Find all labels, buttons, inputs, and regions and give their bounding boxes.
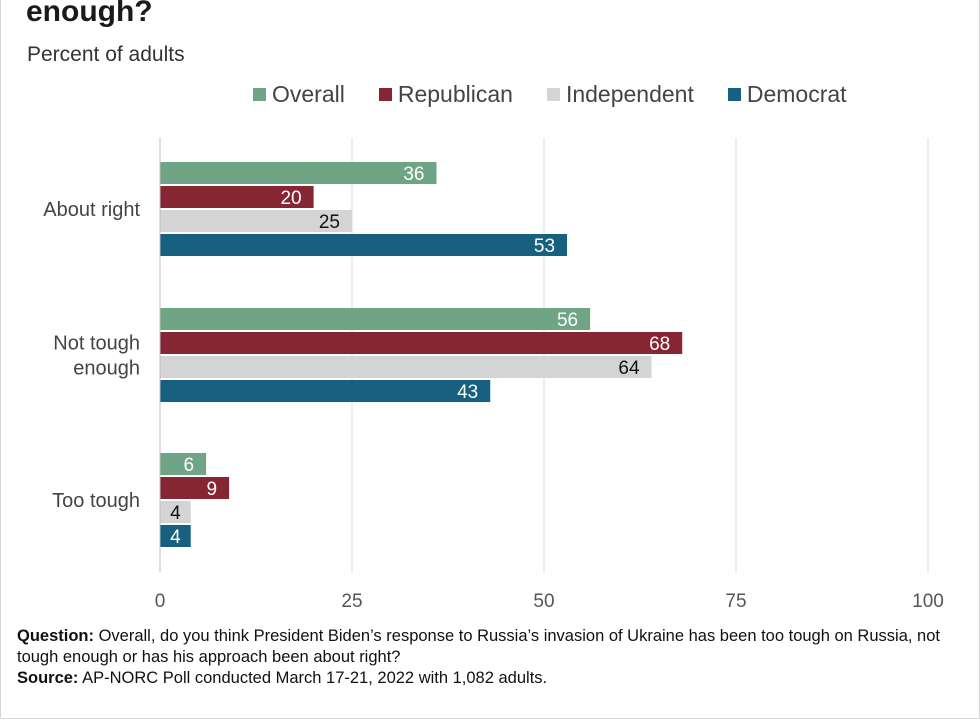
data-label-democrat-too-tough: 4 <box>170 527 181 548</box>
legend-item-democrat: Democrat <box>727 80 847 108</box>
data-label-independent-too-tough: 4 <box>170 503 181 524</box>
data-label-overall-too-tough: 6 <box>184 455 195 476</box>
bar-chart: 0 25 50 75 100 About right Not tough enough Too … <box>43 138 944 612</box>
data-label-overall-not-tough-enough: 56 <box>557 310 578 331</box>
x-tick-label-25: 25 <box>341 591 362 612</box>
data-label-overall-about-right: 36 <box>403 164 424 185</box>
chart-subtitle: Percent of adults <box>27 43 185 66</box>
bar-independent-not-tough-enough <box>160 356 652 378</box>
legend-swatch-republican <box>378 87 392 101</box>
legend-item-overall: Overall <box>253 81 345 108</box>
chart-title: enough? <box>26 0 153 28</box>
data-label-independent-about-right: 25 <box>319 212 340 233</box>
bar-republican-too-tough <box>160 477 230 499</box>
category-label-about-right: About right <box>43 199 140 221</box>
x-tick-label-0: 0 <box>155 591 166 612</box>
data-label-republican-too-tough: 9 <box>207 479 218 500</box>
source-text: AP-NORC Poll conducted March 17-21, 2022… <box>78 669 548 687</box>
question-text: Overall, do you think President Biden’s … <box>17 627 940 666</box>
bar-democrat-about-right <box>160 234 568 256</box>
data-label-democrat-not-tough-enough: 43 <box>457 382 478 403</box>
x-tick-label-50: 50 <box>533 591 554 612</box>
bar-democrat-not-tough-enough <box>160 380 491 402</box>
bar-independent-about-right <box>160 210 352 232</box>
bar-overall-about-right <box>160 162 437 184</box>
data-label-democrat-about-right: 53 <box>534 236 555 257</box>
legend-swatch-overall <box>253 87 266 101</box>
legend-swatch-democrat <box>727 87 741 101</box>
category-label-too-tough: Too tough <box>52 490 140 512</box>
legend-label-republican: Republican <box>397 80 513 107</box>
legend-label-overall: Overall <box>272 80 345 107</box>
data-label-republican-about-right: 20 <box>280 188 301 209</box>
x-tick-label-100: 100 <box>912 591 944 612</box>
legend-swatch-independent <box>546 87 560 101</box>
legend: Overall Republican Independent Democrat <box>253 79 847 109</box>
legend-item-independent: Independent <box>546 80 694 108</box>
bar-independent-too-tough <box>160 501 191 523</box>
data-label-republican-not-tough-enough: 68 <box>649 334 670 355</box>
bar-overall-not-tough-enough <box>160 308 591 330</box>
bar-democrat-too-tough <box>160 525 191 547</box>
legend-label-independent: Independent <box>565 80 694 107</box>
footnote: Question: Overall, do you think Presiden… <box>17 626 957 689</box>
bar-overall-too-tough <box>160 453 207 475</box>
legend-label-democrat: Democrat <box>746 80 847 107</box>
category-label-not-tough-enough: Not tough enough <box>53 333 140 380</box>
source-label: Source: <box>17 669 79 687</box>
bar-republican-not-tough-enough <box>160 332 683 354</box>
x-tick-label-75: 75 <box>725 591 746 612</box>
data-label-independent-not-tough-enough: 64 <box>618 358 640 379</box>
legend-item-republican: Republican <box>378 80 513 108</box>
question-label: Question: <box>17 627 94 645</box>
bar-republican-about-right <box>160 186 314 208</box>
